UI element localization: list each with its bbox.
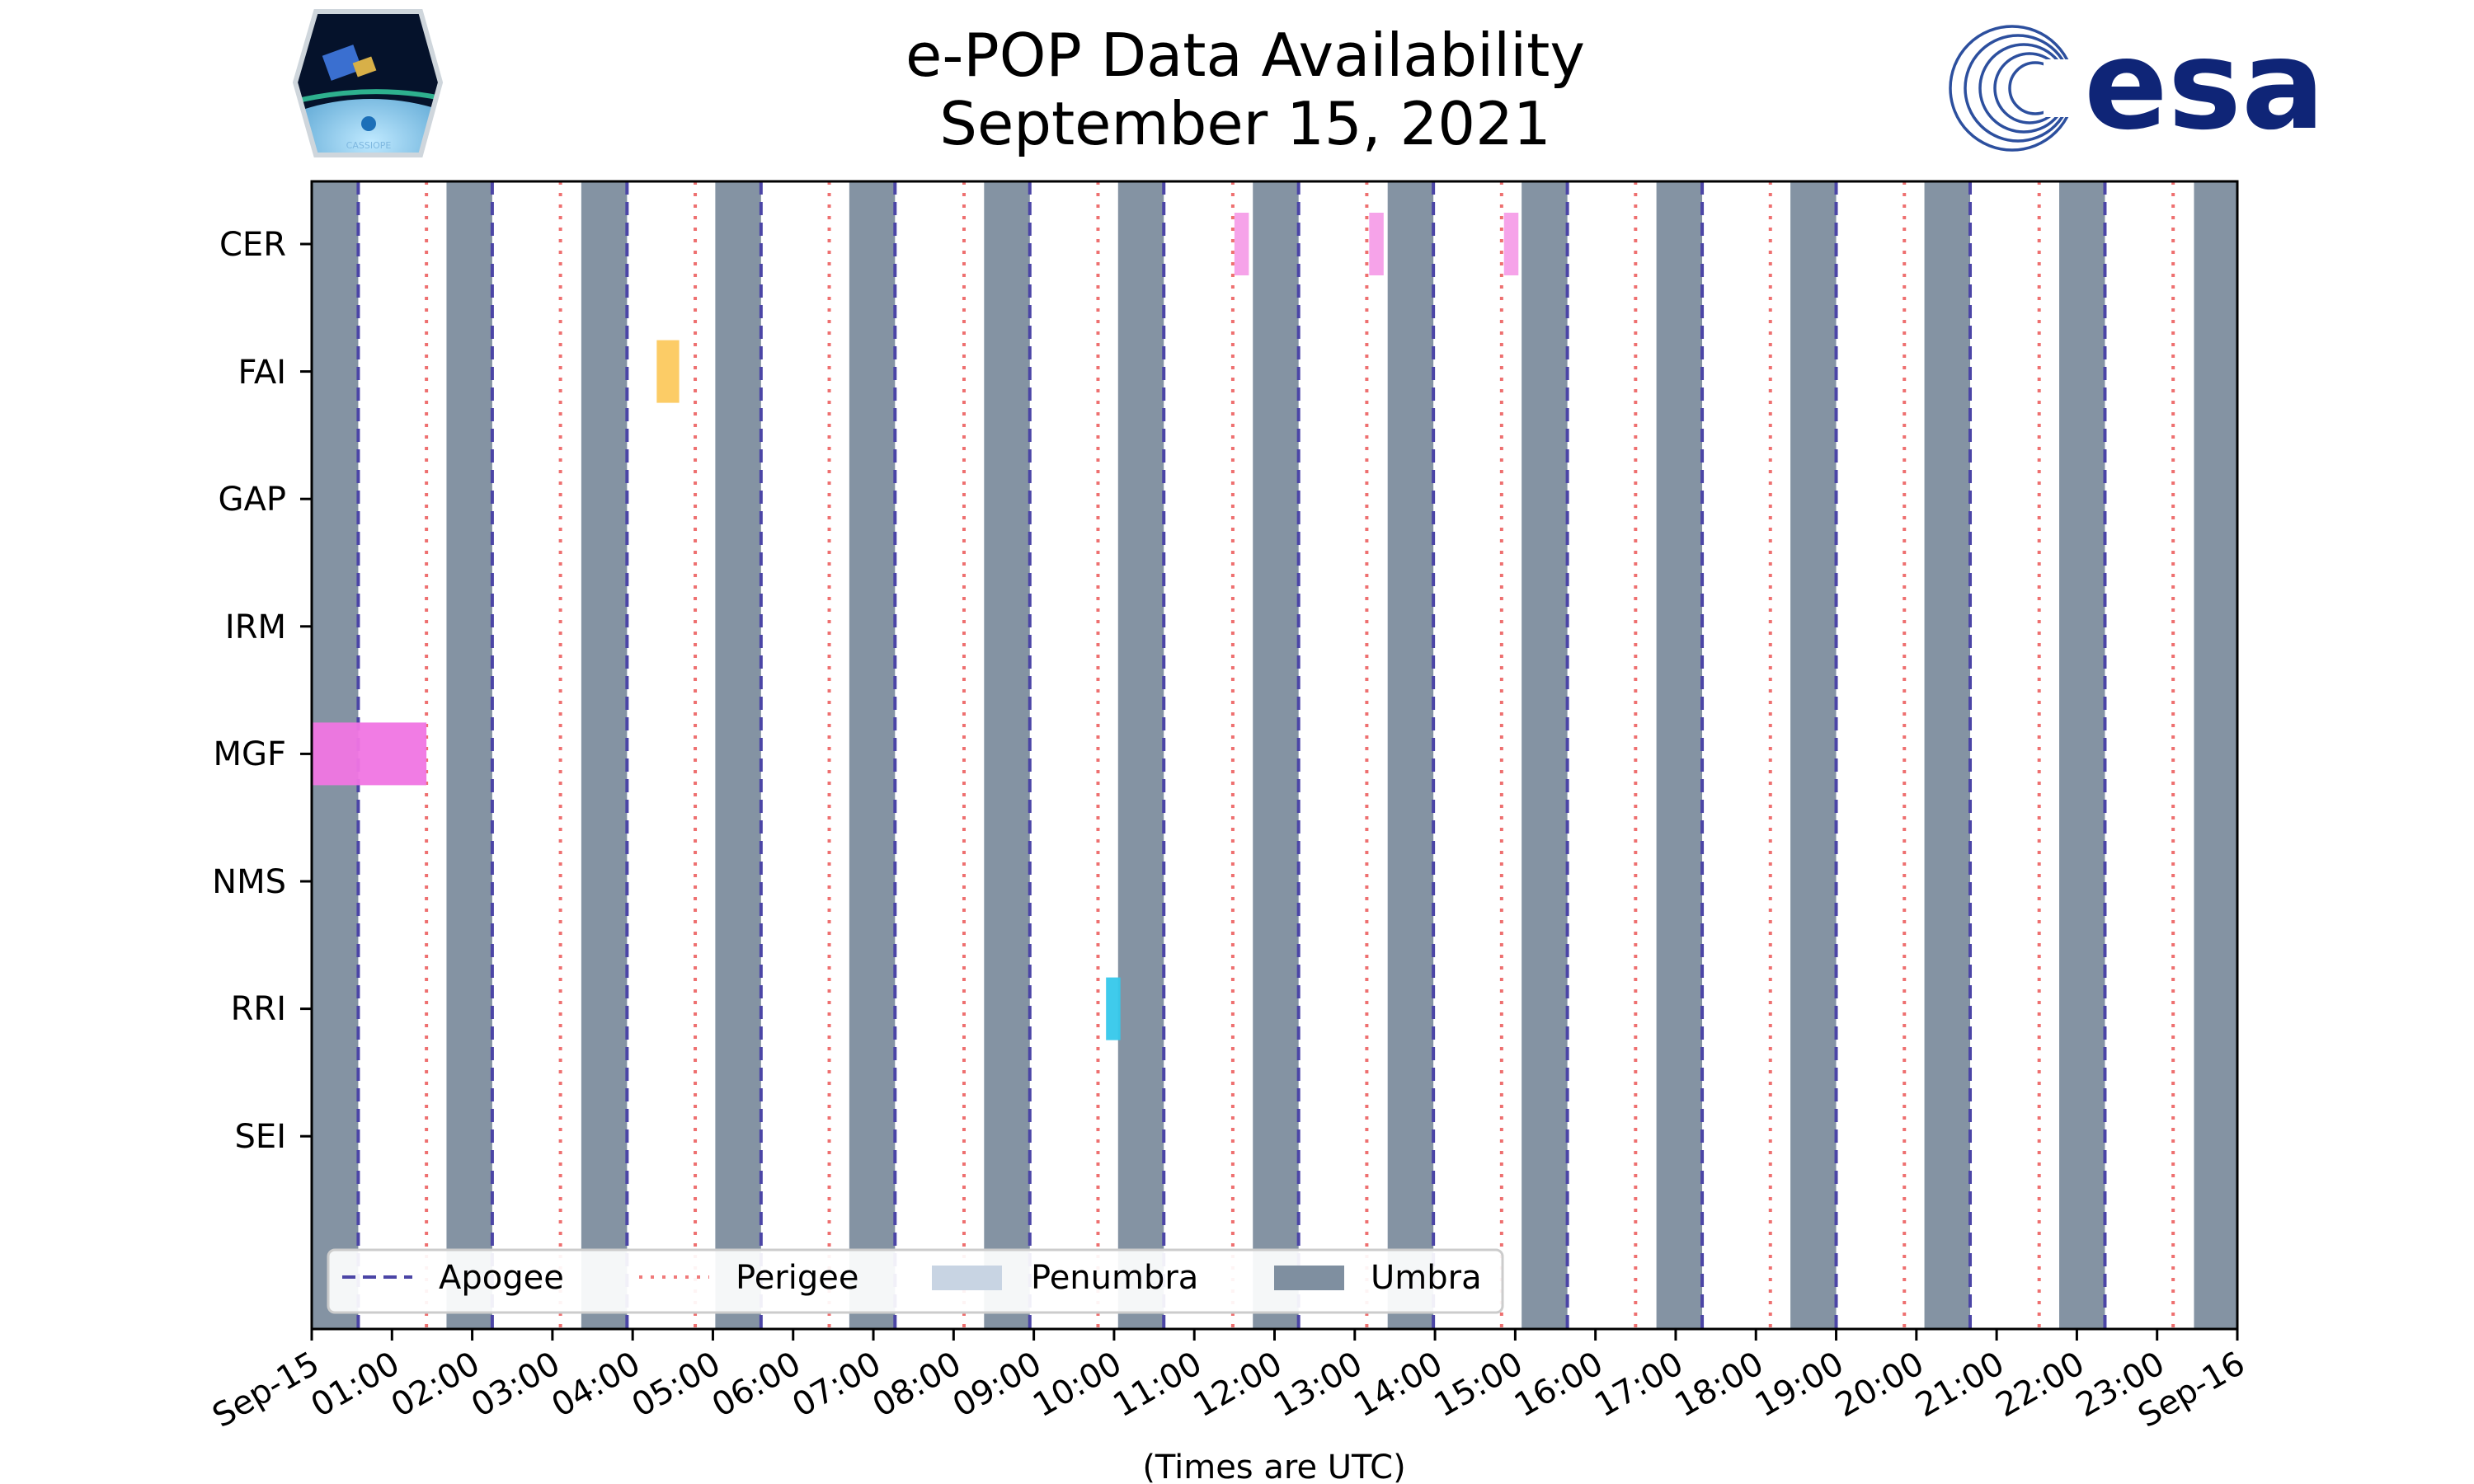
availability-layer (312, 213, 1519, 1040)
x-tick-label-7: 07:00 (786, 1345, 887, 1425)
y-tick-label-cer: CER (219, 226, 286, 264)
chart-title-line2: September 15, 2021 (939, 89, 1550, 158)
x-tick-label-3: 03:00 (465, 1345, 567, 1425)
availability-bar-fai-3 (656, 340, 680, 403)
x-tick-label-9: 09:00 (947, 1345, 1048, 1425)
umbra-band-12 (1924, 181, 1971, 1329)
x-tick-label-13: 13:00 (1268, 1345, 1369, 1425)
x-axis-label: (Times are UTC) (1142, 1449, 1405, 1484)
availability-bar-cer-2 (1503, 213, 1519, 275)
umbra-band-3 (715, 181, 761, 1329)
apogee-layer (356, 181, 2107, 1329)
x-tick-label-1: 01:00 (304, 1345, 406, 1425)
availability-bar-cer-0 (1234, 213, 1249, 275)
legend-apogee-label: Apogee (439, 1259, 564, 1297)
availability-bar-mgf-4 (312, 722, 427, 786)
legend-umbra-swatch (1274, 1266, 1344, 1290)
x-axis: Sep-1501:0002:0003:0004:0005:0006:0007:0… (206, 1329, 2251, 1435)
x-tick-label-14: 14:00 (1348, 1345, 1449, 1425)
y-tick-label-irm: IRM (225, 608, 286, 646)
x-tick-label-18: 18:00 (1668, 1345, 1770, 1425)
umbra-band-9 (1522, 181, 1568, 1329)
x-tick-label-20: 20:00 (1829, 1345, 1931, 1425)
umbra-band-6 (1117, 181, 1164, 1329)
legend-perigee-label: Perigee (736, 1259, 858, 1297)
y-tick-label-gap: GAP (219, 481, 286, 519)
x-tick-label-5: 05:00 (626, 1345, 727, 1425)
umbra-band-14 (2194, 181, 2237, 1329)
esa-logo-text: esa (2084, 14, 2325, 157)
x-tick-label-10: 10:00 (1027, 1345, 1128, 1425)
cassiope-logo-caption: CASSIOPE (346, 140, 392, 151)
legend: Apogee Perigee Penumbra Umbra (327, 1248, 1504, 1314)
umbra-layer (312, 181, 2237, 1329)
legend-penumbra-label: Penumbra (1031, 1259, 1198, 1297)
umbra-band-8 (1387, 181, 1434, 1329)
y-tick-label-mgf: MGF (213, 735, 286, 773)
y-tick-label-nms: NMS (212, 863, 286, 901)
umbra-band-2 (581, 181, 628, 1329)
x-tick-label-21: 21:00 (1909, 1345, 2011, 1425)
umbra-band-1 (446, 181, 492, 1329)
x-tick-label-11: 11:00 (1107, 1345, 1208, 1425)
x-tick-label-4: 04:00 (545, 1345, 647, 1425)
legend-umbra-label: Umbra (1371, 1259, 1482, 1297)
x-tick-label-15: 15:00 (1428, 1345, 1530, 1425)
cassiope-logo: CASSIOPE (292, 9, 444, 157)
x-tick-label-8: 08:00 (866, 1345, 967, 1425)
x-tick-label-17: 17:00 (1588, 1345, 1690, 1425)
x-tick-label-2: 02:00 (385, 1345, 487, 1425)
x-tick-label-6: 06:00 (706, 1345, 807, 1425)
y-axis: CER FAI GAP IRM MGF NMS RRI SEI (212, 226, 312, 1156)
legend-penumbra-swatch (932, 1266, 1002, 1290)
availability-bar-cer-1 (1369, 213, 1384, 275)
x-tick-label-22: 22:00 (1990, 1345, 2091, 1425)
umbra-band-11 (1790, 181, 1837, 1329)
x-tick-label-12: 12:00 (1188, 1345, 1289, 1425)
x-tick-label-16: 16:00 (1508, 1345, 1610, 1425)
umbra-band-13 (2059, 181, 2105, 1329)
chart-title-line1: e-POP Data Availability (905, 21, 1585, 90)
y-tick-label-sei: SEI (235, 1118, 286, 1156)
y-tick-label-rri: RRI (231, 990, 286, 1028)
availability-bar-rri-5 (1106, 977, 1121, 1040)
umbra-band-4 (849, 181, 896, 1329)
x-tick-label-19: 19:00 (1749, 1345, 1851, 1425)
esa-logo: esa (1949, 14, 2325, 157)
umbra-band-7 (1253, 181, 1299, 1329)
y-tick-label-fai: FAI (238, 354, 287, 392)
umbra-band-5 (984, 181, 1030, 1329)
umbra-band-10 (1656, 181, 1703, 1329)
legend-frame (327, 1248, 1504, 1314)
